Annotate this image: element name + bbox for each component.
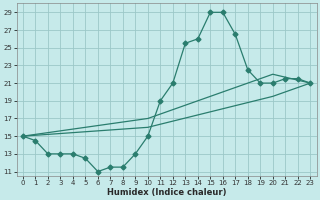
X-axis label: Humidex (Indice chaleur): Humidex (Indice chaleur) xyxy=(107,188,226,197)
